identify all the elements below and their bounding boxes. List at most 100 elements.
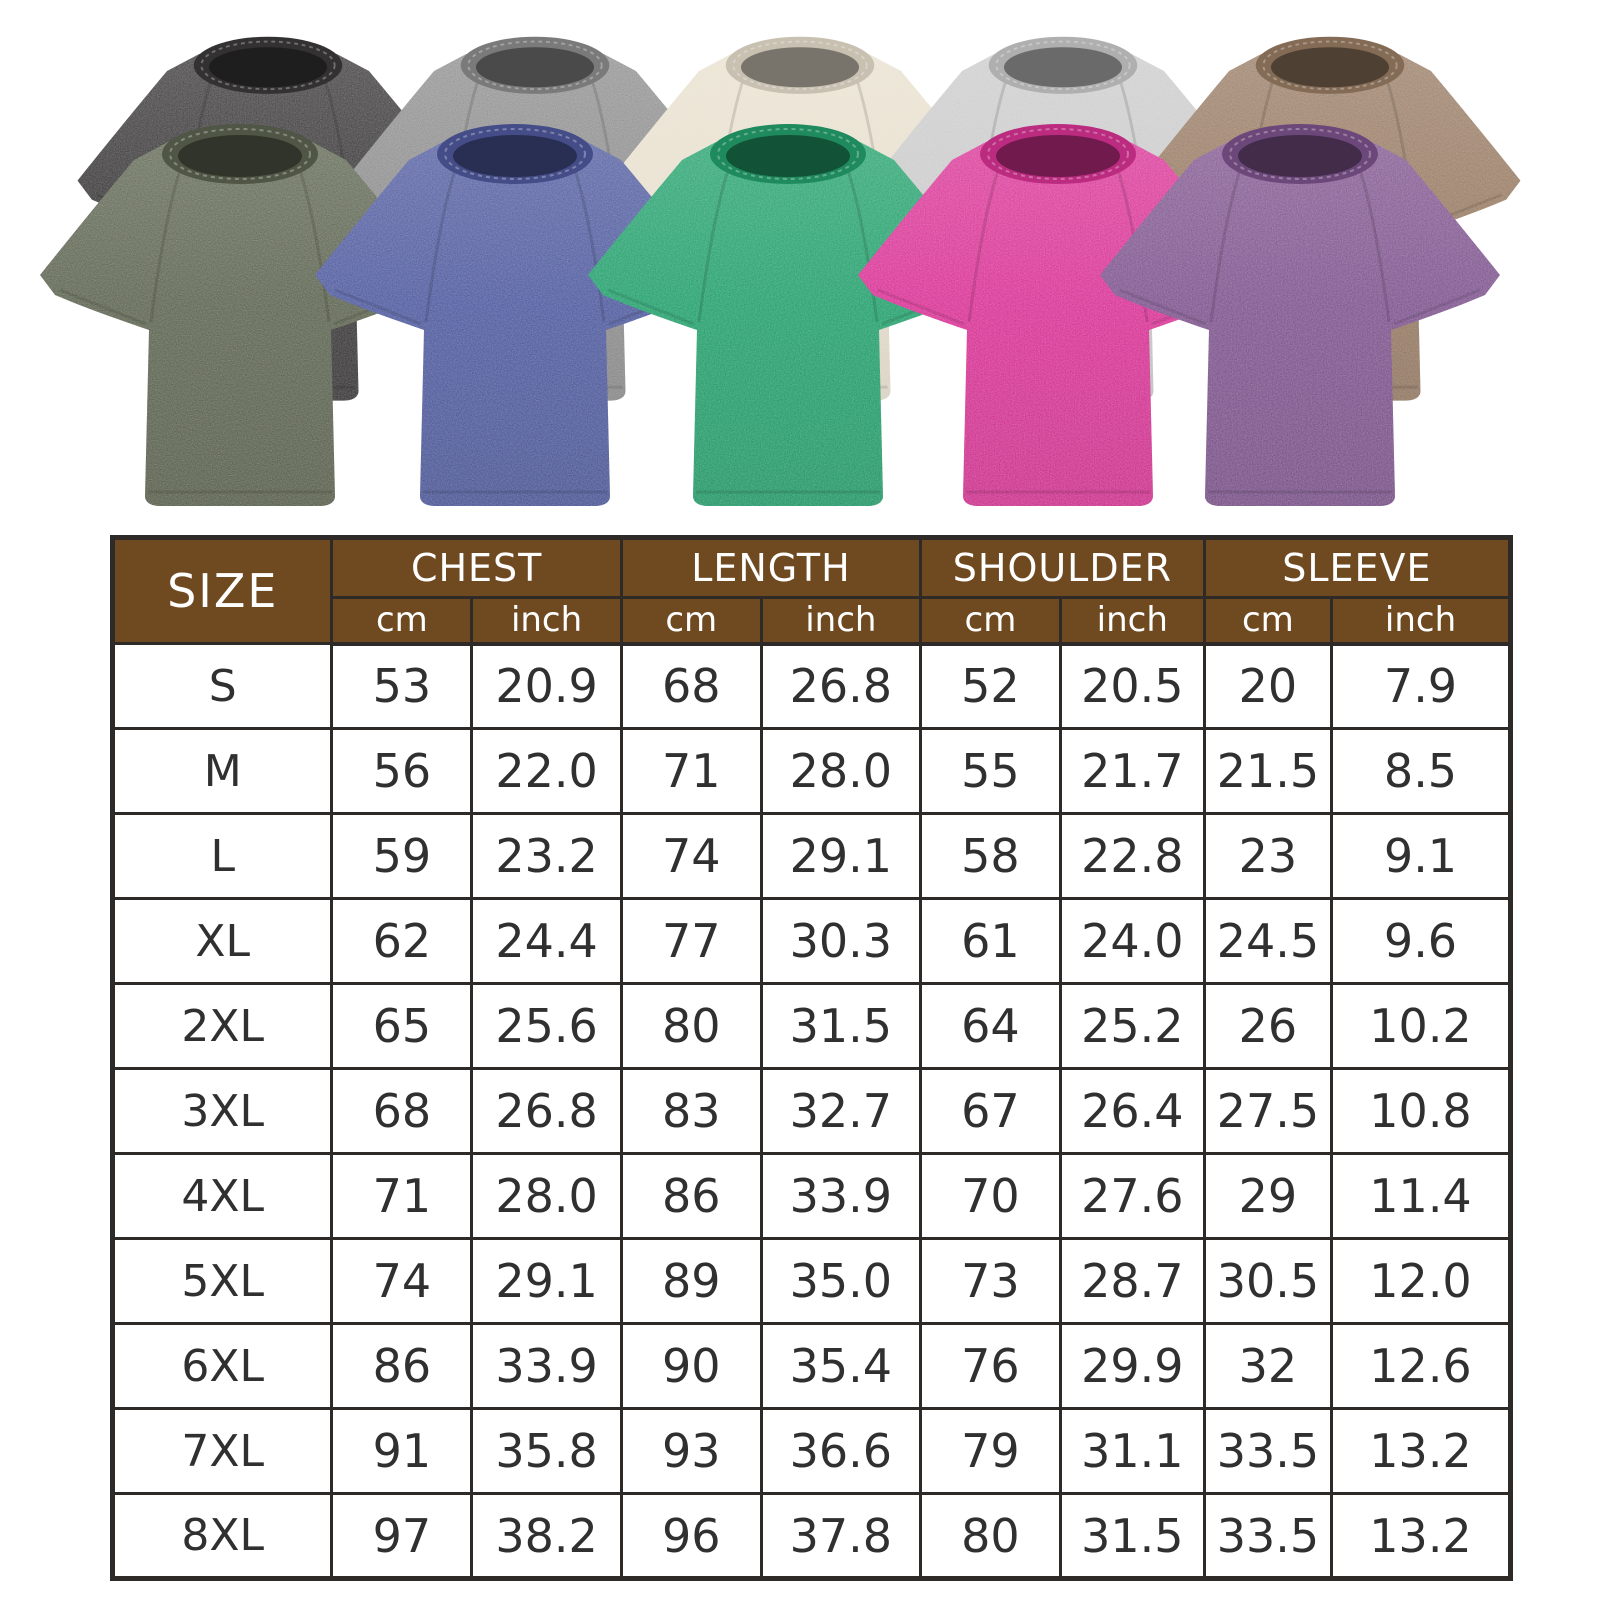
- measurement-cell: 77: [619, 897, 763, 985]
- measurement-cell: 20.5: [1058, 642, 1206, 730]
- measurement-cell: 27.5: [1202, 1067, 1334, 1155]
- tshirt-left-seam: [424, 169, 457, 323]
- measurement-cell: 74: [330, 1237, 474, 1325]
- tshirt-collar-inner: [740, 47, 860, 88]
- measurement-cell: 55: [919, 727, 1062, 815]
- tshirt-left-sleeve-stitch: [59, 288, 147, 326]
- measurement-cell: 26.4: [1058, 1067, 1206, 1155]
- header-length-inch: inch: [759, 596, 923, 646]
- header-sleeve: SLEEVE: [1202, 536, 1513, 599]
- size-row-s: S 53 20.9 68 26.8 52 20.5 20 7.9: [110, 642, 1512, 730]
- measurement-cell: 22.0: [470, 727, 623, 815]
- measurement-cell: 29.1: [759, 812, 923, 900]
- measurement-cell: 65: [330, 982, 474, 1070]
- size-row-8xl: 8XL 97 38.2 96 37.8 80 31.5 33.5 13.2: [110, 1492, 1512, 1580]
- measurement-cell: 91: [330, 1407, 474, 1495]
- measurement-cell: 83: [619, 1067, 763, 1155]
- measurement-cell: 56: [330, 727, 474, 815]
- size-cell: XL: [110, 897, 334, 985]
- measurement-cell: 20.9: [470, 642, 623, 730]
- measurement-cell: 24.0: [1058, 897, 1206, 985]
- tshirt-gallery: [0, 0, 1600, 530]
- measurement-cell: 29.9: [1058, 1322, 1206, 1410]
- measurement-cell: 79: [919, 1407, 1062, 1495]
- measurement-cell: 25.6: [470, 982, 623, 1070]
- purple-washed-tshirt: [1090, 108, 1510, 508]
- tshirt-left-seam: [1209, 169, 1242, 323]
- measurement-cell: 86: [619, 1152, 763, 1240]
- measurement-cell: 93: [619, 1407, 763, 1495]
- measurement-cell: 22.8: [1058, 812, 1206, 900]
- tshirt-right-seam: [573, 169, 606, 323]
- measurement-cell: 10.8: [1330, 1067, 1512, 1155]
- header-length-cm: cm: [619, 596, 763, 646]
- measurement-cell: 71: [619, 727, 763, 815]
- tshirt-wash-texture: [1100, 142, 1500, 506]
- size-row-2xl: 2XL 65 25.6 80 31.5 64 25.2 26 10.2: [110, 982, 1512, 1070]
- header-size: SIZE: [110, 536, 334, 645]
- tshirt-left-sleeve-stitch: [877, 288, 965, 326]
- army-green-washed-tshirt: [30, 108, 450, 508]
- measurement-cell: 31.5: [759, 982, 923, 1070]
- tshirt-collar-stitch: [732, 40, 868, 91]
- size-cell: 2XL: [110, 982, 334, 1070]
- size-row-m: M 56 22.0 71 28.0 55 21.7 21.5 8.5: [110, 727, 1512, 815]
- header-shoulder: SHOULDER: [919, 536, 1206, 599]
- measurement-cell: 30.3: [759, 897, 923, 985]
- tshirt-wash-texture: [315, 142, 715, 506]
- measurement-cell: 28.0: [470, 1152, 623, 1240]
- size-row-4xl: 4XL 71 28.0 86 33.9 70 27.6 29 11.4: [110, 1152, 1512, 1240]
- measurement-cell: 38.2: [470, 1492, 623, 1580]
- tshirt-wash-texture: [40, 142, 440, 506]
- size-row-l: L 59 23.2 74 29.1 58 22.8 23 9.1: [110, 812, 1512, 900]
- measurement-cell: 26.8: [470, 1067, 623, 1155]
- tshirt-collar-stitch: [1262, 40, 1398, 91]
- header-chest: CHEST: [330, 536, 623, 599]
- measurement-cell: 31.5: [1058, 1492, 1206, 1580]
- measurement-cell: 37.8: [759, 1492, 923, 1580]
- measurement-cell: 61: [919, 897, 1062, 985]
- measurement-cell: 27.6: [1058, 1152, 1206, 1240]
- measurement-cell: 28.7: [1058, 1237, 1206, 1325]
- measurement-cell: 35.4: [759, 1322, 923, 1410]
- measurement-cell: 80: [919, 1492, 1062, 1580]
- header-chest-cm: cm: [330, 596, 474, 646]
- measurement-cell: 53: [330, 642, 474, 730]
- measurement-cell: 64: [919, 982, 1062, 1070]
- measurement-cell: 80: [619, 982, 763, 1070]
- size-cell: 3XL: [110, 1067, 334, 1155]
- header-shoulder-cm: cm: [919, 596, 1062, 646]
- measurement-cell: 26.8: [759, 642, 923, 730]
- size-row-7xl: 7XL 91 35.8 93 36.6 79 31.1 33.5 13.2: [110, 1407, 1512, 1495]
- army-green-washed-tshirt-graphic: [40, 124, 440, 506]
- size-table: SIZE CHEST LENGTH SHOULDER SLEEVE cm inch cm inc…: [110, 535, 1513, 1581]
- measurement-cell: 70: [919, 1152, 1062, 1240]
- size-cell: S: [110, 642, 334, 730]
- tshirt-collar-inner: [1270, 47, 1390, 88]
- header-shoulder-inch: inch: [1058, 596, 1206, 646]
- header-sleeve-inch: inch: [1330, 596, 1512, 646]
- measurement-cell: 12.0: [1330, 1237, 1512, 1325]
- measurement-cell: 9.6: [1330, 897, 1512, 985]
- measurement-cell: 23.2: [470, 812, 623, 900]
- size-cell: 8XL: [110, 1492, 334, 1580]
- tshirt-left-sleeve-stitch: [1119, 288, 1207, 326]
- header-sleeve-cm: cm: [1202, 596, 1334, 646]
- measurement-cell: 26: [1202, 982, 1334, 1070]
- blue-washed-tshirt-graphic: [315, 124, 715, 506]
- measurement-cell: 36.6: [759, 1407, 923, 1495]
- measurement-cell: 86: [330, 1322, 474, 1410]
- measurement-cell: 33.5: [1202, 1407, 1334, 1495]
- tshirt-collar-inner: [208, 47, 328, 88]
- measurement-cell: 96: [619, 1492, 763, 1580]
- tshirt-collar-inner: [475, 47, 595, 88]
- tshirt-collar-inner: [1238, 135, 1362, 177]
- size-cell: 4XL: [110, 1152, 334, 1240]
- measurement-cell: 33.9: [759, 1152, 923, 1240]
- tshirt-collar-stitch: [995, 40, 1131, 91]
- measurement-cell: 52: [919, 642, 1062, 730]
- measurement-cell: 67: [919, 1067, 1062, 1155]
- measurement-cell: 31.1: [1058, 1407, 1206, 1495]
- measurement-cell: 24.5: [1202, 897, 1334, 985]
